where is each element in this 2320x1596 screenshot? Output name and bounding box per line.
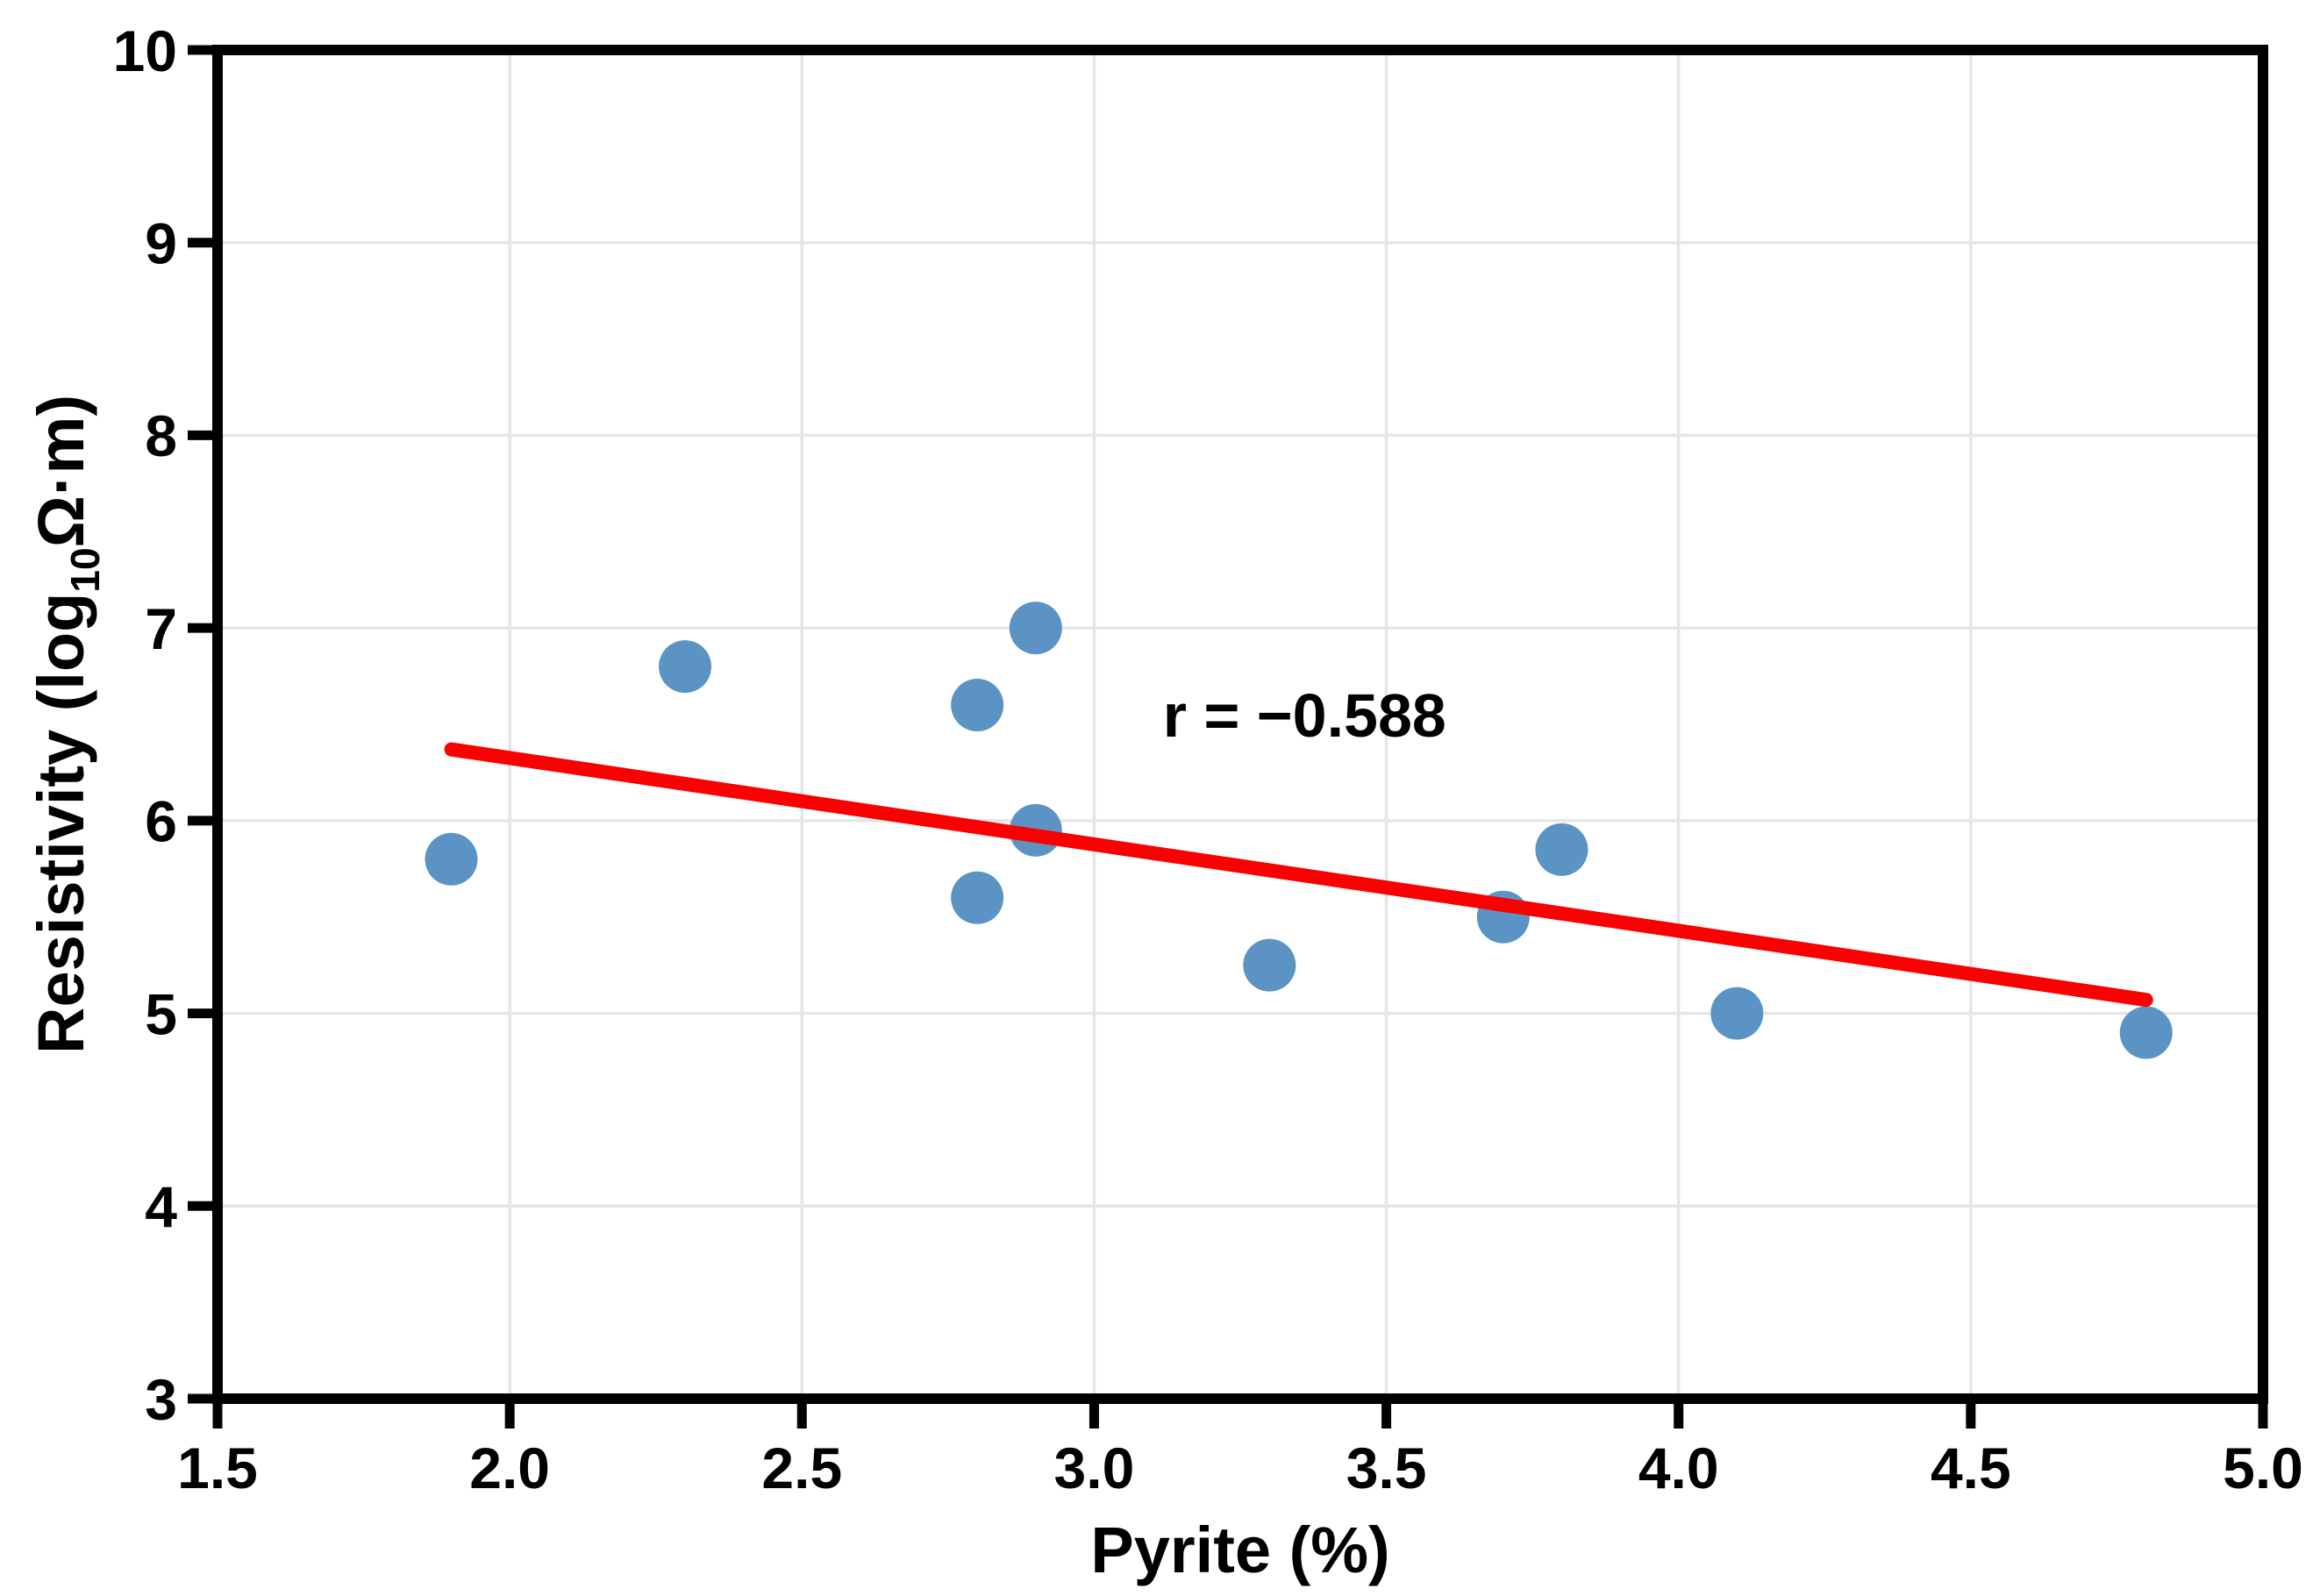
y-tick-label: 4	[145, 1174, 177, 1239]
y-tick-label: 5	[145, 981, 177, 1046]
x-tick-label: 5.0	[2223, 1436, 2303, 1500]
axis-ticks: 1.5 2.0 2.5 3.0 3.5 4.0 4.5 5.0 3 4 5 6 7 8 9 10	[113, 18, 2303, 1500]
grid-lines	[218, 50, 2263, 1399]
data-point	[951, 871, 1004, 924]
data-point	[1243, 938, 1296, 992]
y-tick-label: 9	[145, 210, 177, 275]
plot-area	[218, 50, 2263, 1399]
data-point	[1535, 823, 1588, 876]
y-axis-title-prefix: Resistivity (log	[25, 593, 97, 1054]
data-point	[659, 640, 712, 694]
x-tick-label: 3.0	[1054, 1436, 1135, 1500]
y-axis-title: Resistivity (log10Ω·m)	[25, 395, 108, 1054]
y-tick-label: 3	[145, 1367, 177, 1432]
y-tick-label: 7	[145, 596, 177, 661]
x-axis-title: Pyrite (%)	[1090, 1514, 1389, 1586]
data-point	[951, 679, 1004, 732]
x-tick-label: 1.5	[177, 1436, 258, 1500]
y-tick-label: 10	[113, 18, 177, 83]
x-tick-label: 2.5	[761, 1436, 842, 1500]
plot-border	[212, 45, 2268, 1404]
x-tick-label: 3.5	[1346, 1436, 1427, 1500]
correlation-annotation: r = −0.588	[1163, 681, 1446, 750]
y-axis-title-subscript: 10	[62, 547, 108, 592]
data-point	[1009, 602, 1062, 655]
data-point	[425, 832, 478, 886]
data-point	[2119, 1006, 2173, 1059]
x-tick-label: 2.0	[469, 1436, 550, 1500]
data-point	[1710, 987, 1764, 1040]
x-tick-label: 4.5	[1931, 1436, 2011, 1500]
y-tick-label: 6	[145, 789, 177, 854]
x-tick-label: 4.0	[1638, 1436, 1719, 1500]
y-tick-label: 8	[145, 403, 177, 468]
trend-line	[444, 742, 2153, 1008]
y-axis-title-suffix: Ω·m)	[25, 395, 97, 547]
scatter-points	[425, 602, 2173, 1059]
